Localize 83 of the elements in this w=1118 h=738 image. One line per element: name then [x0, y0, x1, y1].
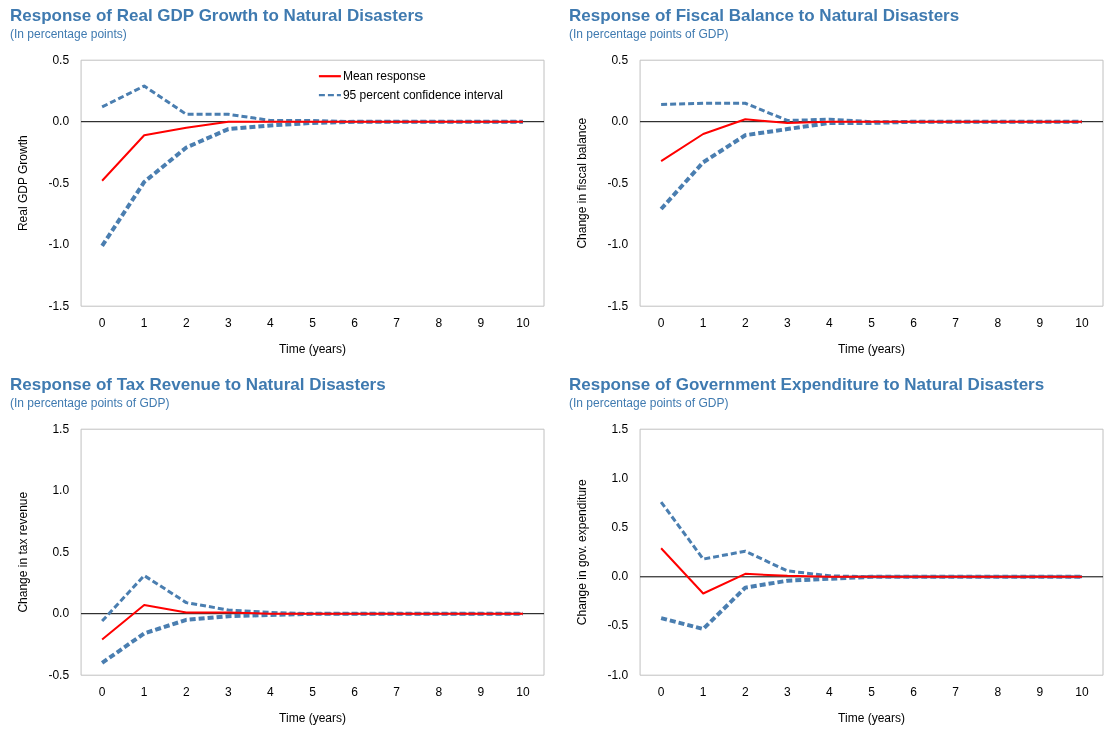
y-tick-label: -1.5	[48, 298, 70, 313]
x-tick-label: 7	[393, 315, 401, 330]
x-tick-label: 6	[910, 684, 918, 699]
x-tick-label: 5	[309, 684, 317, 699]
x-tick-label: 7	[393, 684, 401, 699]
x-tick-label: 8	[994, 315, 1002, 330]
x-tick-label: 5	[309, 315, 317, 330]
x-tick-label: 3	[784, 315, 792, 330]
x-tick-label: 3	[784, 684, 792, 699]
chart-title: Response of Real GDP Growth to Natural Disasters	[10, 6, 425, 26]
y-tick-label: 1.0	[611, 470, 629, 485]
x-tick-label: 0	[657, 315, 665, 330]
x-tick-label: 4	[826, 315, 834, 330]
x-tick-label: 10	[1075, 315, 1089, 330]
y-tick-label: 0.0	[611, 114, 629, 129]
chart-title: Response of Tax Revenue to Natural Disasters	[10, 375, 387, 395]
y-tick-label: -0.5	[48, 667, 70, 682]
y-tick-label: 0.0	[52, 114, 70, 129]
x-tick-label: 9	[477, 315, 485, 330]
y-tick-label: 1.5	[611, 421, 629, 436]
y-tick-label: 0.5	[611, 519, 629, 534]
chart-title: Response of Government Expenditure to Natural Disasters	[569, 375, 1046, 395]
y-axis-title: Change in tax revenue	[15, 491, 30, 613]
y-tick-label: -0.5	[607, 618, 629, 633]
y-tick-label: 1.5	[52, 421, 70, 436]
x-tick-label: 9	[477, 684, 485, 699]
x-tick-label: 4	[267, 684, 275, 699]
y-tick-label: -1.0	[607, 237, 629, 252]
x-tick-label: 7	[952, 684, 960, 699]
x-tick-label: 4	[267, 315, 275, 330]
x-tick-label: 2	[182, 315, 190, 330]
x-axis-title: Time (years)	[838, 342, 905, 357]
y-axis-title: Change in fiscal balance	[574, 117, 589, 249]
x-tick-label: 5	[868, 684, 876, 699]
y-tick-label: -0.5	[607, 175, 629, 190]
x-tick-label: 1	[699, 684, 707, 699]
x-tick-label: 10	[1075, 684, 1089, 699]
x-tick-label: 8	[435, 315, 443, 330]
y-tick-label: 1.0	[52, 483, 70, 498]
chart-title: Response of Fiscal Balance to Natural Disasters	[569, 6, 961, 26]
x-tick-label: 0	[657, 684, 665, 699]
y-tick-label: 0.5	[611, 52, 629, 67]
chart-subtitle: (In percentage points of GDP)	[569, 27, 730, 41]
x-tick-label: 8	[435, 684, 443, 699]
x-tick-label: 6	[351, 684, 359, 699]
x-axis-title: Time (years)	[279, 711, 346, 726]
y-axis-title: Change in gov. expenditure	[574, 478, 589, 626]
x-axis-title: Time (years)	[279, 342, 346, 357]
x-tick-label: 6	[910, 315, 918, 330]
x-tick-label: 9	[1036, 315, 1044, 330]
x-tick-label: 1	[140, 684, 148, 699]
chart-subtitle: (In percentage points)	[10, 27, 128, 41]
x-tick-label: 1	[140, 315, 148, 330]
x-tick-label: 4	[826, 684, 834, 699]
x-tick-label: 3	[225, 315, 233, 330]
x-tick-label: 10	[516, 684, 530, 699]
legend-label: Mean response	[342, 68, 426, 83]
legend-label: 95 percent confidence interval	[342, 87, 504, 102]
x-tick-label: 0	[98, 315, 106, 330]
x-tick-label: 9	[1036, 684, 1044, 699]
y-tick-label: -0.5	[48, 175, 70, 190]
x-tick-label: 10	[516, 315, 530, 330]
y-tick-label: -1.0	[607, 667, 629, 682]
x-tick-label: 2	[182, 684, 190, 699]
x-tick-label: 2	[741, 684, 749, 699]
y-tick-label: 0.5	[52, 52, 70, 67]
x-tick-label: 6	[351, 315, 359, 330]
chart-subtitle: (In percentage points of GDP)	[10, 396, 171, 410]
y-tick-label: 0.0	[611, 569, 629, 584]
y-tick-label: -1.5	[607, 298, 629, 313]
x-tick-label: 5	[868, 315, 876, 330]
x-axis-title: Time (years)	[838, 711, 905, 726]
y-tick-label: -1.0	[48, 237, 70, 252]
x-tick-label: 1	[699, 315, 707, 330]
x-tick-label: 0	[98, 684, 106, 699]
x-tick-label: 3	[225, 684, 233, 699]
x-tick-label: 7	[952, 315, 960, 330]
x-tick-label: 2	[741, 315, 749, 330]
y-tick-label: 0.5	[52, 544, 70, 559]
y-axis-title: Real GDP Growth	[15, 135, 30, 232]
chart-subtitle: (In percentage points of GDP)	[569, 396, 730, 410]
x-tick-label: 8	[994, 684, 1002, 699]
y-tick-label: 0.0	[52, 606, 70, 621]
